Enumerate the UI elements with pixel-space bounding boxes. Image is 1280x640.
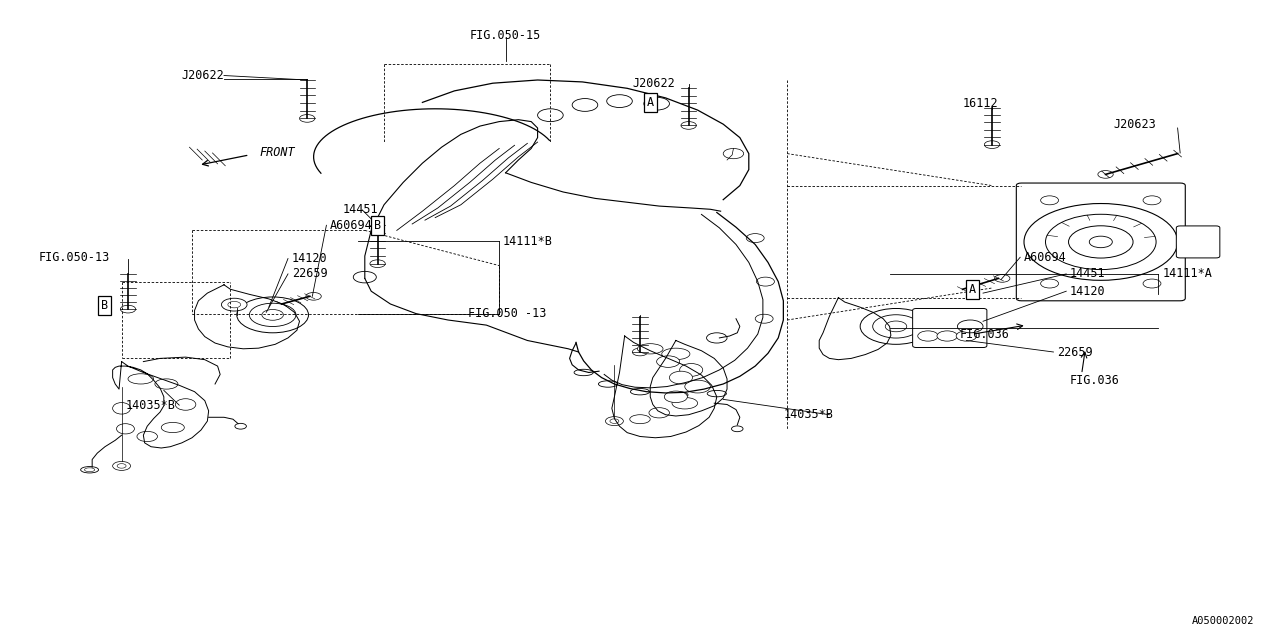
Ellipse shape	[155, 379, 178, 389]
Ellipse shape	[672, 397, 698, 409]
Text: 14120: 14120	[1070, 285, 1106, 298]
Circle shape	[538, 109, 563, 122]
Ellipse shape	[575, 369, 594, 376]
Circle shape	[957, 320, 983, 333]
Ellipse shape	[637, 344, 663, 354]
Ellipse shape	[113, 403, 131, 414]
Circle shape	[1098, 171, 1114, 178]
Circle shape	[937, 331, 957, 341]
Text: A60694: A60694	[1024, 251, 1066, 264]
Circle shape	[113, 461, 131, 470]
Circle shape	[644, 97, 669, 110]
Ellipse shape	[708, 390, 727, 397]
Circle shape	[262, 310, 283, 320]
Ellipse shape	[84, 468, 95, 472]
Text: 14120: 14120	[292, 252, 328, 265]
Text: A: A	[646, 96, 654, 109]
Circle shape	[572, 99, 598, 111]
Text: 14035*B: 14035*B	[125, 399, 175, 412]
Text: FIG.036: FIG.036	[960, 328, 1010, 340]
Circle shape	[1089, 236, 1112, 248]
Circle shape	[118, 463, 125, 468]
Text: 22659: 22659	[1057, 346, 1093, 358]
Ellipse shape	[128, 374, 154, 384]
Text: 14111*A: 14111*A	[1162, 268, 1212, 280]
Circle shape	[221, 298, 247, 311]
Circle shape	[1024, 204, 1178, 280]
Text: 14451: 14451	[343, 204, 379, 216]
Text: B: B	[101, 300, 109, 312]
Circle shape	[353, 271, 376, 283]
Ellipse shape	[669, 371, 692, 384]
Text: A: A	[969, 283, 977, 296]
Circle shape	[956, 331, 977, 341]
Text: FIG.050-13: FIG.050-13	[38, 251, 110, 264]
FancyBboxPatch shape	[913, 308, 987, 348]
Text: A60694: A60694	[330, 219, 372, 232]
Circle shape	[746, 234, 764, 243]
Circle shape	[860, 308, 932, 344]
Ellipse shape	[680, 364, 703, 376]
Circle shape	[918, 331, 938, 341]
Ellipse shape	[662, 348, 690, 360]
Text: 14451: 14451	[1070, 268, 1106, 280]
Ellipse shape	[669, 392, 689, 398]
Circle shape	[984, 141, 1000, 148]
Circle shape	[1143, 279, 1161, 288]
Text: 14111*B: 14111*B	[503, 235, 553, 248]
Circle shape	[605, 417, 623, 426]
Circle shape	[306, 292, 321, 300]
Circle shape	[1046, 214, 1156, 269]
Ellipse shape	[599, 381, 618, 387]
Circle shape	[300, 115, 315, 122]
Circle shape	[1069, 226, 1133, 258]
Circle shape	[886, 321, 906, 332]
Ellipse shape	[664, 391, 687, 403]
Circle shape	[607, 95, 632, 108]
FancyBboxPatch shape	[1016, 183, 1185, 301]
FancyBboxPatch shape	[1176, 226, 1220, 258]
Ellipse shape	[630, 388, 650, 395]
Text: FIG.036: FIG.036	[1070, 374, 1120, 387]
Ellipse shape	[175, 399, 196, 410]
Ellipse shape	[116, 424, 134, 434]
Circle shape	[632, 348, 648, 356]
Circle shape	[681, 122, 696, 129]
Circle shape	[228, 301, 241, 308]
Text: FRONT: FRONT	[260, 146, 296, 159]
Circle shape	[1041, 279, 1059, 288]
Ellipse shape	[657, 356, 680, 367]
Circle shape	[609, 419, 620, 424]
Circle shape	[370, 260, 385, 268]
Ellipse shape	[161, 422, 184, 433]
Ellipse shape	[137, 431, 157, 442]
Ellipse shape	[685, 380, 710, 393]
Text: 16112: 16112	[963, 97, 998, 110]
Circle shape	[1143, 196, 1161, 205]
Text: J20622: J20622	[632, 77, 675, 90]
Text: 14035*B: 14035*B	[783, 408, 833, 421]
Ellipse shape	[732, 426, 742, 432]
Ellipse shape	[649, 408, 669, 418]
Ellipse shape	[630, 415, 650, 424]
Circle shape	[873, 315, 919, 338]
Text: FIG.050-15: FIG.050-15	[470, 29, 541, 42]
Text: J20623: J20623	[1114, 118, 1156, 131]
Circle shape	[1041, 196, 1059, 205]
Circle shape	[250, 303, 296, 326]
Text: 22659: 22659	[292, 268, 328, 280]
Text: J20622: J20622	[182, 69, 224, 82]
Text: A050002002: A050002002	[1192, 616, 1254, 626]
Circle shape	[237, 297, 308, 333]
Circle shape	[755, 314, 773, 323]
Circle shape	[120, 305, 136, 313]
Circle shape	[707, 333, 727, 343]
Ellipse shape	[236, 424, 246, 429]
Circle shape	[723, 148, 744, 159]
Circle shape	[995, 275, 1010, 282]
Ellipse shape	[81, 467, 99, 473]
Text: FIG.050 -13: FIG.050 -13	[468, 307, 547, 320]
Text: B: B	[374, 219, 381, 232]
Circle shape	[756, 277, 774, 286]
